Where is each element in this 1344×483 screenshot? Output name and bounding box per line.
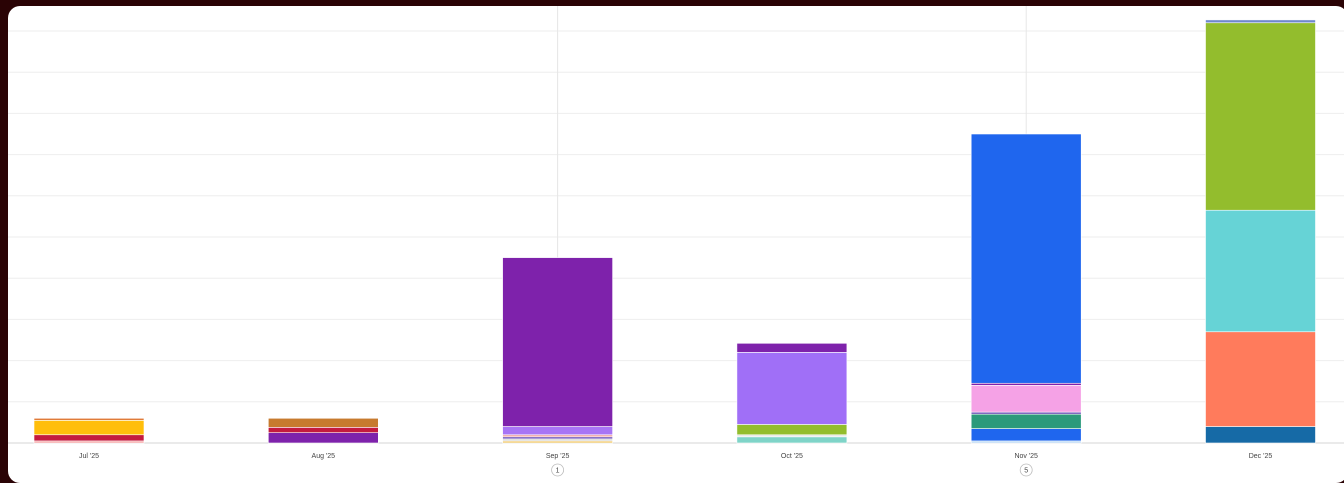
x-tick-label: Aug '25 [312,453,336,460]
x-tick-label: Nov '25 [1014,453,1038,460]
x-tick-label: Oct '25 [781,453,803,460]
bar-segment[interactable] [33,440,145,444]
bar-segment[interactable] [736,434,848,438]
x-tick-label: Dec '25 [1249,453,1273,460]
annotation-marker[interactable] [551,463,564,477]
bar-segment[interactable] [736,424,848,436]
x-axis-labels: Jul '25 Aug '25 Sep '25 Oct '25 Nov '25 Dec '… [79,453,1272,460]
grid-lines [8,6,1344,444]
bar-stack[interactable] [1205,19,1316,444]
bar-segment[interactable] [1205,19,1316,24]
bar-segment[interactable] [970,413,1082,429]
annotation-marker-count: 1 [556,468,560,475]
bar-segment[interactable] [33,434,145,442]
bar-segment[interactable] [267,427,379,433]
bar-segment[interactable] [970,385,1082,413]
bar-segment[interactable] [502,434,613,438]
bar-segment[interactable] [1205,426,1316,444]
bar-segment[interactable] [736,352,848,425]
bar-segment[interactable] [970,133,1082,384]
bar-segment[interactable] [970,440,1082,444]
annotation-marker-count: 5 [1024,468,1028,475]
x-tick-label: Jul '25 [79,453,99,460]
bar-segment[interactable] [970,428,1082,442]
x-tick-label: Sep '25 [546,453,570,460]
bar-segment[interactable] [1205,331,1316,427]
bar-segment[interactable] [1205,209,1316,333]
chart-card: Jul '25 Aug '25 Sep '25 Oct '25 Nov '25 Dec '… [8,6,1344,483]
bar-segment[interactable] [33,417,145,421]
bar-stack[interactable] [970,133,1082,444]
bar-stack[interactable] [502,257,613,444]
bar-segment[interactable] [736,342,848,353]
bar-segment[interactable] [267,432,379,444]
bar-segment[interactable] [502,426,613,436]
bar-segment[interactable] [970,411,1082,415]
bar-segment[interactable] [502,438,613,442]
bar-segment[interactable] [502,436,613,440]
bar-segment[interactable] [33,420,145,436]
bar-stack[interactable] [267,417,379,444]
bar-segment[interactable] [736,436,848,444]
annotation-marker[interactable] [1019,463,1033,477]
bar-segment[interactable] [970,382,1082,386]
bar-stack[interactable] [33,417,145,444]
stacked-bar-chart: Jul '25 Aug '25 Sep '25 Oct '25 Nov '25 Dec '… [8,6,1344,477]
bar-segment[interactable] [502,257,613,427]
bar-segment[interactable] [267,417,379,428]
bar-stack[interactable] [736,342,848,444]
bar-segment[interactable] [502,440,613,444]
bar-segment[interactable] [1205,22,1316,211]
bars [33,19,1316,444]
